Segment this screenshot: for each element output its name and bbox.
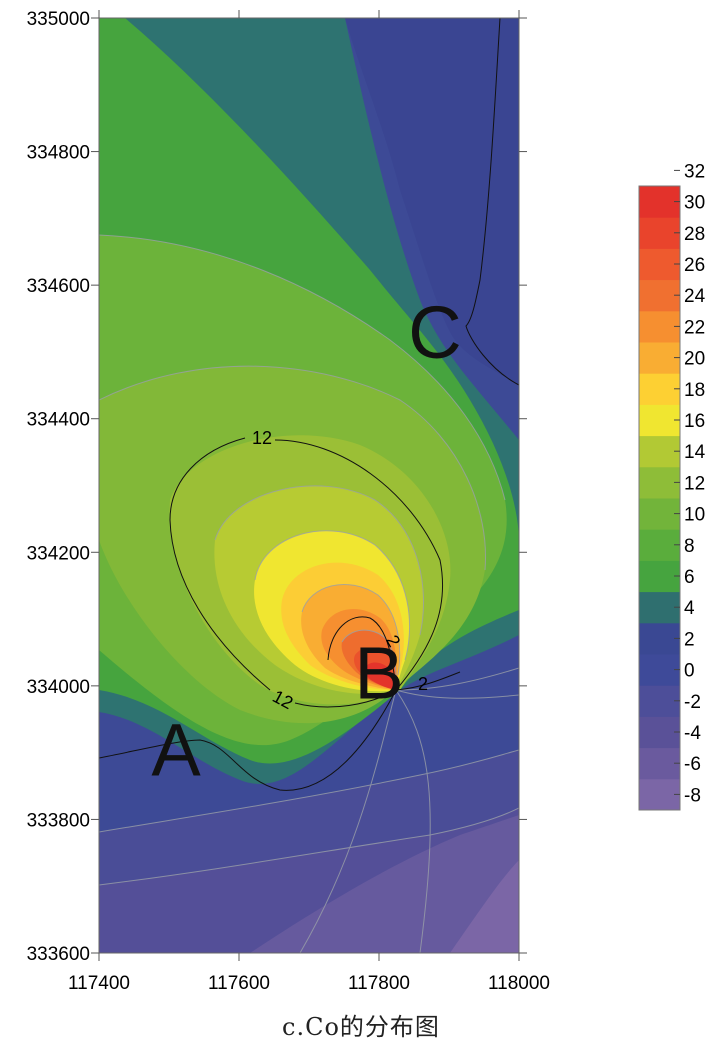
color-bar-label: 12 [684, 473, 705, 494]
color-bar-swatch [639, 373, 680, 405]
color-bar-label: 0 [684, 661, 695, 682]
color-bar-swatch [639, 404, 680, 437]
color-bar-swatch [639, 248, 680, 281]
color-bar-label: 18 [684, 380, 705, 401]
color-bar-label: 22 [684, 317, 705, 338]
plot-area [99, 18, 519, 953]
color-bar-label: 20 [684, 349, 705, 370]
y-tick-label: 334600 [27, 276, 90, 297]
point-label-b: B [354, 632, 403, 715]
color-bar-label: 26 [684, 255, 705, 276]
color-bar-frame [638, 185, 681, 811]
color-bar-swatch [639, 591, 680, 624]
color-bar-label: 8 [684, 536, 695, 557]
contour-value-label: 12 [252, 428, 272, 448]
color-bar-label: 2 [684, 629, 695, 650]
color-bar-label: 28 [684, 224, 705, 245]
y-tick-label: 333600 [27, 944, 90, 965]
color-bar-swatch [639, 186, 680, 218]
contour-band-28 [365, 662, 396, 690]
color-bar-label: 32 [684, 161, 705, 182]
contour-lines-minor [99, 234, 519, 953]
y-tick-label: 335000 [27, 9, 90, 30]
color-bar-swatch [639, 466, 680, 499]
contour-band-neg8 [450, 860, 519, 953]
contour-lines-major [99, 18, 519, 791]
y-tick-label: 334800 [27, 143, 90, 164]
point-label-a: A [151, 708, 201, 791]
contour-value-label: 2 [418, 674, 428, 694]
x-tick-label: 117600 [208, 973, 270, 994]
color-bar-swatch [639, 498, 680, 530]
color-bar-swatch [639, 778, 680, 811]
x-axis: 117400 117600 117800 118000 [68, 10, 550, 994]
figure-caption: c.Co的分布图 [282, 1013, 440, 1041]
color-bar-label: -4 [684, 723, 701, 744]
y-tick-label: 334000 [27, 677, 90, 698]
y-tick-label: 334400 [27, 410, 90, 431]
color-bar-swatch [639, 747, 680, 780]
color-bar-label: 4 [684, 598, 695, 619]
color-bar-swatch [639, 622, 680, 655]
color-bar-label: 16 [684, 411, 705, 432]
color-bar-swatch [639, 310, 680, 343]
color-bar-label: 10 [684, 505, 705, 526]
color-bar-swatch [639, 685, 680, 717]
color-bar-label: 6 [684, 567, 695, 588]
y-axis: 333600 333800 334000 334200 334400 334600 3348… [27, 9, 527, 965]
x-tick-label: 118000 [488, 973, 550, 994]
color-bar-label: 30 [684, 193, 705, 214]
color-bar-label: 14 [684, 442, 706, 463]
y-tick-label: 334200 [27, 543, 90, 564]
plot-frame [98, 17, 520, 954]
color-bar-swatch [639, 342, 680, 374]
y-tick-label: 333800 [27, 810, 90, 831]
x-tick-label: 117400 [68, 973, 130, 994]
contour-band-2 [345, 18, 519, 385]
color-bar-swatch [639, 560, 680, 593]
color-bar-swatch [639, 217, 680, 249]
point-label-c: C [408, 291, 461, 374]
color-bar-label: -6 [684, 754, 701, 775]
color-bar-label: -8 [684, 785, 701, 806]
color-bar-label: 24 [684, 286, 706, 307]
color-bar-label: -2 [684, 692, 701, 713]
color-bar-swatch [639, 654, 680, 686]
color-bar-swatch [639, 279, 680, 312]
color-bar-swatch [639, 529, 680, 561]
contour-band-neg6 [250, 815, 519, 953]
color-bar-swatch [639, 435, 680, 468]
x-tick-label: 117800 [348, 973, 410, 994]
color-bar-swatch [639, 716, 680, 749]
point-labels: A B C [151, 291, 461, 791]
